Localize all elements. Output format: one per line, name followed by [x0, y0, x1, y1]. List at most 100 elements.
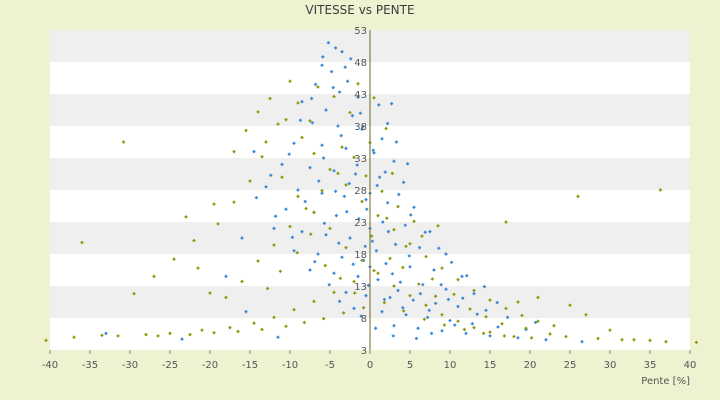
point-olive	[372, 268, 376, 273]
point-olive	[321, 316, 326, 321]
point-blue	[320, 191, 324, 196]
point-olive	[208, 291, 212, 295]
point-olive	[144, 332, 148, 337]
point-olive	[360, 258, 364, 263]
point-olive	[468, 307, 472, 311]
point-olive	[264, 140, 268, 144]
point-olive	[212, 202, 216, 206]
point-olive	[132, 291, 136, 296]
point-olive	[302, 320, 307, 325]
point-olive	[344, 245, 348, 250]
point-blue	[352, 306, 356, 311]
point-olive	[472, 325, 476, 330]
point-olive	[216, 222, 220, 226]
point-blue	[290, 235, 295, 240]
point-blue	[472, 291, 476, 296]
point-blue	[449, 260, 454, 265]
point-blue	[488, 334, 492, 338]
point-olive	[188, 332, 192, 337]
point-olive	[488, 330, 492, 334]
point-olive	[332, 290, 336, 295]
point-olive	[420, 234, 424, 238]
point-blue	[429, 331, 434, 336]
point-olive	[576, 194, 580, 199]
point-olive	[364, 174, 368, 178]
point-olive	[512, 334, 516, 339]
point-blue	[386, 229, 391, 234]
point-blue	[420, 282, 425, 287]
y-tick-label: 3	[361, 346, 367, 357]
point-blue	[343, 65, 348, 69]
point-blue	[244, 309, 248, 314]
point-olive	[388, 256, 392, 261]
point-blue	[224, 274, 228, 279]
point-olive	[268, 96, 272, 101]
point-olive	[312, 210, 316, 215]
point-olive	[596, 336, 600, 341]
point-blue	[375, 183, 380, 188]
point-olive	[568, 303, 572, 308]
point-olive	[352, 291, 357, 295]
x-tick-label: -10	[282, 360, 298, 371]
x-tick-label: 0	[367, 360, 373, 371]
point-olive	[380, 189, 384, 194]
point-blue	[254, 195, 259, 200]
point-olive	[360, 199, 364, 204]
point-blue	[332, 168, 336, 173]
point-olive	[436, 224, 440, 228]
point-blue	[411, 298, 416, 302]
point-blue	[425, 315, 430, 320]
point-blue	[396, 192, 401, 197]
point-olive	[44, 338, 48, 343]
point-blue	[276, 335, 280, 340]
point-blue	[396, 288, 400, 293]
point-blue	[370, 239, 375, 244]
x-tick-label: 25	[564, 360, 577, 371]
point-blue	[324, 108, 328, 112]
point-blue	[423, 230, 428, 235]
point-blue	[240, 236, 244, 240]
point-olive	[369, 234, 374, 238]
x-tick-label: -25	[162, 360, 178, 371]
point-blue	[355, 163, 360, 167]
point-olive	[304, 206, 308, 211]
point-olive	[548, 332, 552, 336]
point-blue	[385, 200, 390, 205]
point-olive	[694, 340, 699, 345]
point-blue	[407, 254, 412, 258]
point-blue	[348, 236, 352, 240]
point-blue	[308, 165, 312, 170]
point-blue	[401, 180, 406, 185]
point-blue	[389, 101, 394, 106]
x-axis-label: Pente [%]	[641, 376, 690, 387]
point-blue	[316, 179, 321, 183]
point-olive	[632, 337, 636, 342]
point-olive	[424, 254, 428, 259]
point-olive	[121, 140, 126, 144]
point-olive	[516, 300, 520, 304]
x-tick-label: -20	[202, 360, 218, 371]
point-blue	[344, 290, 348, 295]
point-blue	[309, 96, 314, 101]
point-olive	[416, 282, 421, 286]
point-blue	[312, 259, 317, 264]
point-olive	[390, 171, 395, 176]
point-olive	[376, 271, 380, 276]
point-blue	[280, 162, 284, 167]
point-olive	[265, 286, 270, 291]
point-olive	[400, 265, 405, 270]
point-olive	[300, 135, 304, 140]
point-blue	[495, 300, 500, 305]
point-blue	[533, 320, 538, 325]
point-olive	[260, 327, 264, 332]
point-blue	[336, 124, 340, 128]
point-blue	[380, 220, 385, 224]
point-blue	[359, 314, 364, 318]
point-olive	[408, 241, 412, 246]
point-olive	[200, 328, 204, 332]
point-blue	[322, 221, 327, 226]
point-blue	[327, 282, 332, 287]
point-blue	[404, 312, 408, 317]
point-olive	[152, 274, 156, 279]
